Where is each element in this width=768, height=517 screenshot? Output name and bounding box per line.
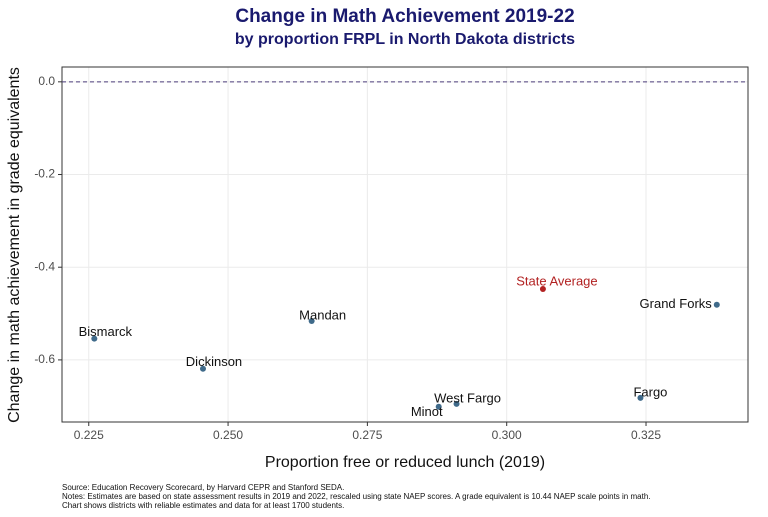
chart-subtitle: by proportion FRPL in North Dakota distr… — [235, 31, 575, 48]
y-tick-label: 0.0 — [38, 74, 55, 88]
x-tick-label: 0.275 — [352, 428, 382, 442]
point — [199, 365, 206, 372]
point-label: West Fargo — [434, 390, 501, 405]
point-label: Fargo — [633, 384, 667, 399]
point — [713, 301, 720, 308]
y-tick-label: -0.4 — [34, 259, 55, 273]
x-tick-label: 0.250 — [213, 428, 243, 442]
chart-title: Change in Math Achievement 2019-22 — [235, 6, 574, 27]
x-axis-label: Proportion free or reduced lunch (2019) — [265, 454, 545, 471]
plot-panel — [61, 66, 749, 423]
point-label: Dickinson — [186, 354, 242, 369]
x-tick-label: 0.300 — [492, 428, 522, 442]
point — [308, 317, 315, 324]
point-label: State Average — [516, 273, 597, 288]
y-tick-label: -0.2 — [34, 167, 55, 181]
point — [435, 403, 442, 410]
point-label: Grand Forks — [640, 296, 713, 311]
note: Source: Education Recovery Scorecard, by… — [62, 483, 344, 492]
point — [453, 400, 460, 407]
y-tick-label: -0.6 — [34, 352, 55, 366]
note: Notes: Estimates are based on state asse… — [62, 492, 650, 501]
x-tick-label: 0.225 — [74, 428, 104, 442]
point — [539, 285, 546, 292]
point-label: Minot — [411, 404, 443, 419]
point-label: Bismarck — [79, 324, 133, 339]
x-tick-label: 0.325 — [631, 428, 661, 442]
note: Chart shows districts with reliable esti… — [62, 501, 344, 510]
plot-border — [61, 66, 749, 423]
point-label: Mandan — [299, 307, 346, 322]
point — [637, 394, 644, 401]
point — [91, 335, 98, 342]
y-axis-label: Change in math achievement in grade equi… — [6, 67, 23, 423]
